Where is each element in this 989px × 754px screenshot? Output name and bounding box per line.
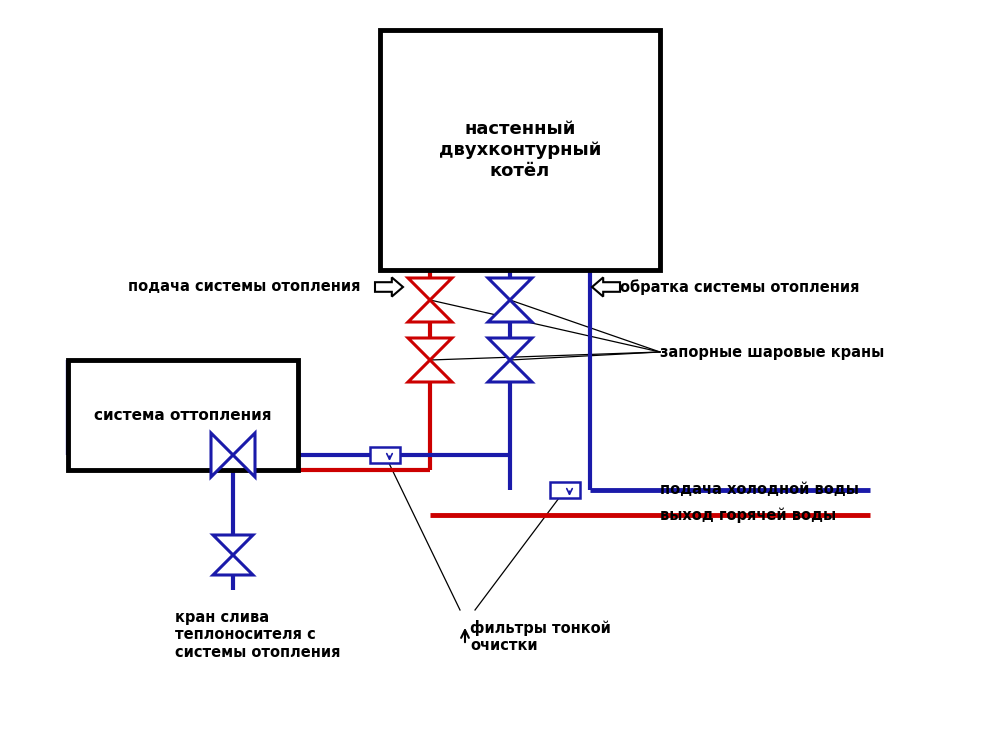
Text: настенный
двухконтурный
котёл: настенный двухконтурный котёл (439, 120, 601, 179)
Text: кран слива
теплоносителя с
системы отопления: кран слива теплоносителя с системы отопл… (175, 610, 340, 660)
Bar (370, 447, 400, 463)
Text: выход горячей воды: выход горячей воды (660, 507, 836, 523)
Polygon shape (408, 360, 452, 382)
Polygon shape (408, 278, 452, 300)
Polygon shape (375, 277, 403, 296)
Bar (550, 482, 580, 498)
Bar (380, 30, 660, 270)
Polygon shape (488, 360, 532, 382)
Polygon shape (488, 278, 532, 300)
Polygon shape (213, 535, 253, 555)
Polygon shape (592, 277, 620, 296)
Polygon shape (211, 433, 233, 477)
Text: подача холодной воды: подача холодной воды (660, 483, 858, 498)
Polygon shape (488, 338, 532, 360)
Polygon shape (488, 300, 532, 322)
Text: подача системы отопления: подача системы отопления (128, 280, 361, 295)
Text: обратка системы отопления: обратка системы отопления (620, 279, 859, 295)
Bar (68, 360, 298, 470)
Text: система оттопления: система оттопления (94, 407, 272, 422)
Polygon shape (233, 433, 255, 477)
Polygon shape (213, 555, 253, 575)
Polygon shape (408, 300, 452, 322)
Polygon shape (408, 338, 452, 360)
Text: запорные шаровые краны: запорные шаровые краны (660, 345, 884, 360)
Text: фильтры тонкой
очистки: фильтры тонкой очистки (470, 620, 611, 654)
